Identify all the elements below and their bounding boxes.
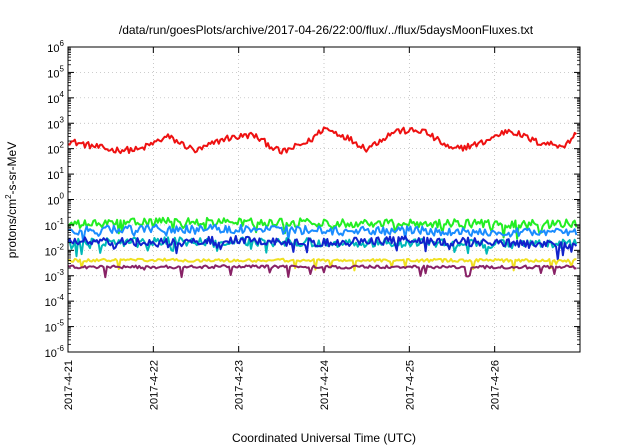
y-tick-label: 100 — [47, 192, 64, 208]
x-tick-label: 2017-4-25 — [404, 360, 416, 410]
grid-lines — [68, 47, 580, 352]
y-tick-label: 104 — [47, 90, 64, 106]
series-group — [67, 126, 578, 279]
y-tick-label: 10-2 — [45, 242, 65, 258]
x-tick-label: 2017-4-26 — [490, 360, 502, 410]
y-tick-label: 10-6 — [45, 344, 65, 360]
series-line-7 — [67, 264, 577, 279]
x-tick-label: 2017-4-21 — [63, 360, 75, 410]
y-tick-label: 10-5 — [45, 319, 65, 335]
series-line-5 — [67, 235, 578, 261]
y-axis: 10-6 10-5 10-4 10-3 10-2 10-1 100 101 102 103 104 1… — [45, 39, 580, 360]
y-tick-label: 106 — [47, 39, 64, 55]
series-line-3 — [67, 223, 578, 244]
series-line-2 — [67, 216, 578, 240]
y-tick-label: 10-1 — [45, 217, 65, 233]
chart-title: /data/run/goesPlots/archive/2017-04-26/2… — [119, 23, 534, 37]
y-tick-label: 102 — [47, 141, 64, 157]
x-tick-label: 2017-4-22 — [148, 360, 160, 410]
x-axis-label: Coordinated Universal Time (UTC) — [232, 431, 416, 445]
y-tick-label: 10-3 — [45, 268, 65, 284]
y-tick-label: 105 — [47, 64, 64, 80]
y-tick-label: 101 — [47, 166, 64, 182]
y-axis-label: protons/cm2-s-sr-MeV — [4, 142, 19, 258]
series-line-6 — [67, 257, 577, 272]
y-tick-label: 10-4 — [45, 293, 65, 309]
x-tick-label: 2017-4-23 — [234, 360, 246, 410]
series-line-1 — [67, 126, 578, 155]
x-tick-label: 2017-4-24 — [319, 360, 331, 410]
x-axis: 2017-4-21 2017-4-22 2017-4-23 2017-4-24 2017… — [63, 47, 502, 410]
y-tick-label: 103 — [47, 115, 64, 131]
